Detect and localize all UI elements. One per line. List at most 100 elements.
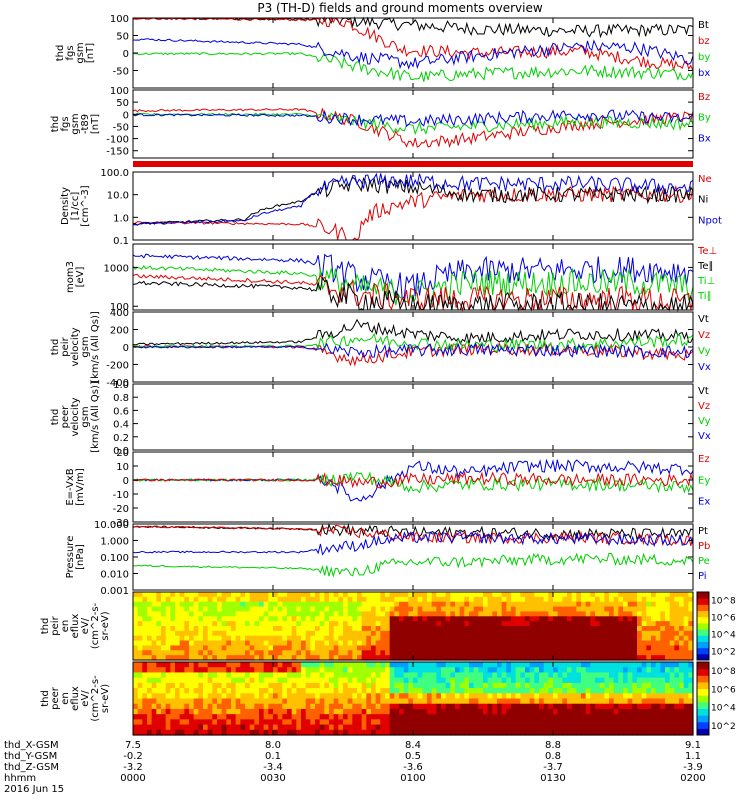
spectrogram-cell: [207, 655, 213, 661]
spectrogram-cell: [329, 621, 335, 627]
spectrogram-cell: [198, 621, 204, 627]
spectrogram-cell: [655, 682, 661, 689]
spectrogram-cell: [165, 606, 171, 613]
spectrogram-cell: [161, 645, 167, 651]
spectrogram-cell: [539, 703, 545, 710]
spectrogram-cell: [669, 662, 675, 668]
spectrogram-cell: [361, 719, 367, 726]
spectrogram-cell: [506, 724, 512, 731]
spectrogram-cell: [221, 724, 227, 731]
ylabel-line: peer: [60, 405, 71, 429]
spectrogram-cell: [543, 677, 549, 684]
spectrogram-cell: [333, 616, 339, 622]
spectrogram-cell: [259, 698, 265, 705]
spectrogram-cell: [618, 693, 624, 700]
spectrogram-cell: [595, 708, 601, 715]
spectrogram-cell: [170, 677, 176, 684]
spectrogram-cell: [623, 708, 629, 715]
spectrogram-cell: [235, 596, 241, 603]
spectrogram-cell: [469, 650, 475, 656]
spectrogram-cell: [529, 650, 535, 656]
spectrogram-cell: [389, 688, 395, 694]
spectrogram-cell: [483, 611, 489, 617]
spectrogram-cell: [361, 621, 367, 627]
spectrogram-cell: [277, 630, 283, 637]
spectrogram-cell: [165, 688, 171, 694]
spectrogram-cell: [408, 616, 414, 622]
spectrogram-cell: [515, 611, 521, 617]
spectrogram-cell: [347, 635, 353, 642]
legend-label: Pb: [698, 541, 710, 552]
spectrogram-cell: [623, 719, 629, 726]
spectrogram-cell: [655, 672, 661, 679]
spectrogram-cell: [296, 640, 302, 647]
spectrogram-cell: [515, 693, 521, 700]
spectrogram-cell: [599, 635, 605, 642]
spectrogram-cell: [198, 667, 204, 674]
spectrogram-cell: [198, 640, 204, 647]
spectrogram-cell: [525, 698, 531, 705]
spectrogram-cell: [179, 729, 185, 736]
spectrogram-cell: [357, 672, 363, 679]
spectrogram-cell: [483, 677, 489, 684]
spectrogram-cell: [464, 714, 470, 720]
spectrogram-cell: [189, 719, 195, 726]
spectrogram-cell: [193, 693, 199, 700]
spectrogram-cell: [497, 655, 503, 661]
spectrogram-cell: [436, 708, 442, 715]
spectrogram-cell: [319, 630, 325, 637]
spectrogram-cell: [627, 606, 633, 613]
spectrogram-cell: [511, 592, 517, 598]
spectrogram-cell: [609, 688, 615, 694]
spectrogram-cell: [595, 606, 601, 613]
spectrogram-cell: [455, 626, 461, 632]
ylabel-line: [cm^-3]: [80, 185, 91, 226]
spectrogram-cell: [296, 688, 302, 694]
spectrogram-cell: [263, 630, 269, 637]
spectrogram-cell: [305, 714, 311, 720]
spectrogram-cell: [529, 672, 535, 679]
spectrogram-cell: [394, 621, 400, 627]
spectrogram-cell: [637, 592, 643, 598]
spectrogram-cell: [319, 729, 325, 736]
spectrogram-cell: [375, 688, 381, 694]
spectrogram-cell: [618, 729, 624, 736]
spectrogram-cell: [641, 662, 647, 668]
ylabel-line: en: [60, 692, 71, 705]
spectrogram-cell: [669, 729, 675, 736]
spectrogram-cell: [609, 682, 615, 689]
spectrogram-cell: [487, 677, 493, 684]
spectrogram-cell: [478, 708, 484, 715]
spectrogram-cell: [291, 719, 297, 726]
spectrogram-cell: [590, 630, 596, 637]
spectrogram-cell: [273, 724, 279, 731]
spectrogram-cell: [422, 635, 428, 642]
spectrogram-cell: [217, 596, 223, 603]
spectrogram-cell: [679, 650, 685, 656]
spectrogram-cell: [399, 601, 405, 608]
spectrogram-cell: [450, 592, 456, 598]
spectrogram-cell: [567, 611, 573, 617]
spectrogram-cell: [273, 729, 279, 736]
ylabel-line: [nPa]: [75, 544, 86, 570]
spectrogram-cell: [609, 616, 615, 622]
spectrogram-cell: [315, 688, 321, 694]
spectrogram-cell: [207, 606, 213, 613]
colorbar-cell: [697, 662, 709, 670]
spectrogram-cell: [497, 596, 503, 603]
spectrogram-cell: [520, 714, 526, 720]
spectrogram-cell: [310, 640, 316, 647]
spectrogram-cell: [198, 645, 204, 651]
spectrogram-cell: [296, 630, 302, 637]
spectrogram-cell: [450, 621, 456, 627]
spectrogram-cell: [655, 650, 661, 656]
spectrogram-cell: [408, 677, 414, 684]
spectrogram-cell: [259, 655, 265, 661]
spectrogram-cell: [184, 630, 190, 637]
spectrogram-cell: [511, 667, 517, 674]
spectrogram-cell: [291, 592, 297, 598]
spectrogram-cell: [366, 630, 372, 637]
spectrogram-cell: [501, 698, 507, 705]
spectrogram-cell: [683, 693, 689, 700]
spectrogram-cell: [571, 688, 577, 694]
